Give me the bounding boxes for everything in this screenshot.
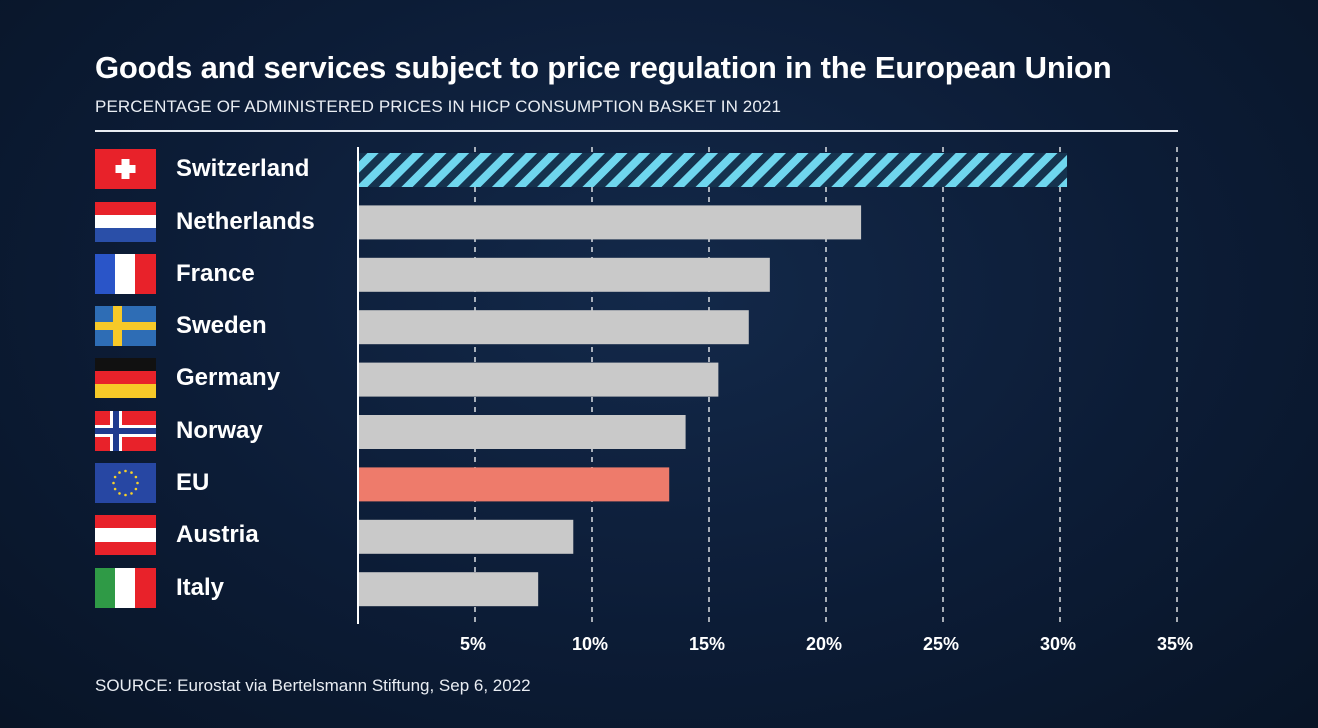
x-tick-label-10: 10% bbox=[572, 634, 608, 654]
france-flag-icon bbox=[95, 254, 156, 294]
chart-subtitle: PERCENTAGE OF ADMINISTERED PRICES IN HIC… bbox=[95, 97, 781, 116]
switzerland-flag-icon bbox=[95, 149, 156, 189]
category-label-france: France bbox=[176, 260, 255, 287]
category-label-eu: EU bbox=[176, 469, 210, 496]
germany-flag-icon bbox=[95, 358, 156, 398]
bar-eu bbox=[359, 467, 670, 502]
sweden-flag-icon bbox=[95, 306, 156, 346]
eu-flag-icon bbox=[95, 463, 156, 503]
norway-flag-icon bbox=[95, 411, 156, 451]
bar-netherlands bbox=[359, 205, 862, 240]
netherlands-flag-icon bbox=[95, 202, 156, 242]
x-tick-label-35: 35% bbox=[1157, 634, 1193, 654]
x-tick-label-15: 15% bbox=[689, 634, 725, 654]
category-label-norway: Norway bbox=[176, 417, 263, 444]
italy-flag-icon bbox=[95, 568, 156, 608]
austria-flag-icon bbox=[95, 515, 156, 555]
category-label-italy: Italy bbox=[176, 574, 225, 601]
category-label-austria: Austria bbox=[176, 521, 259, 548]
category-label-sweden: Sweden bbox=[176, 312, 267, 339]
category-label-netherlands: Netherlands bbox=[176, 208, 315, 235]
source-note: SOURCE: Eurostat via Bertelsmann Stiftun… bbox=[95, 676, 531, 695]
bar-switzerland bbox=[359, 153, 1068, 187]
x-tick-label-20: 20% bbox=[806, 634, 842, 654]
x-tick-label-30: 30% bbox=[1040, 634, 1076, 654]
bar-austria bbox=[359, 519, 574, 554]
bar-sweden bbox=[359, 310, 749, 345]
bar-germany bbox=[359, 362, 719, 397]
title-divider bbox=[95, 130, 1178, 132]
x-tick-label-25: 25% bbox=[923, 634, 959, 654]
category-label-switzerland: Switzerland bbox=[176, 155, 310, 182]
bar-france bbox=[359, 257, 770, 292]
category-label-germany: Germany bbox=[176, 364, 281, 391]
x-tick-label-5: 5% bbox=[460, 634, 486, 654]
chart-title: Goods and services subject to price regu… bbox=[95, 50, 1112, 85]
bar-norway bbox=[359, 415, 686, 449]
bar-italy bbox=[359, 572, 539, 607]
